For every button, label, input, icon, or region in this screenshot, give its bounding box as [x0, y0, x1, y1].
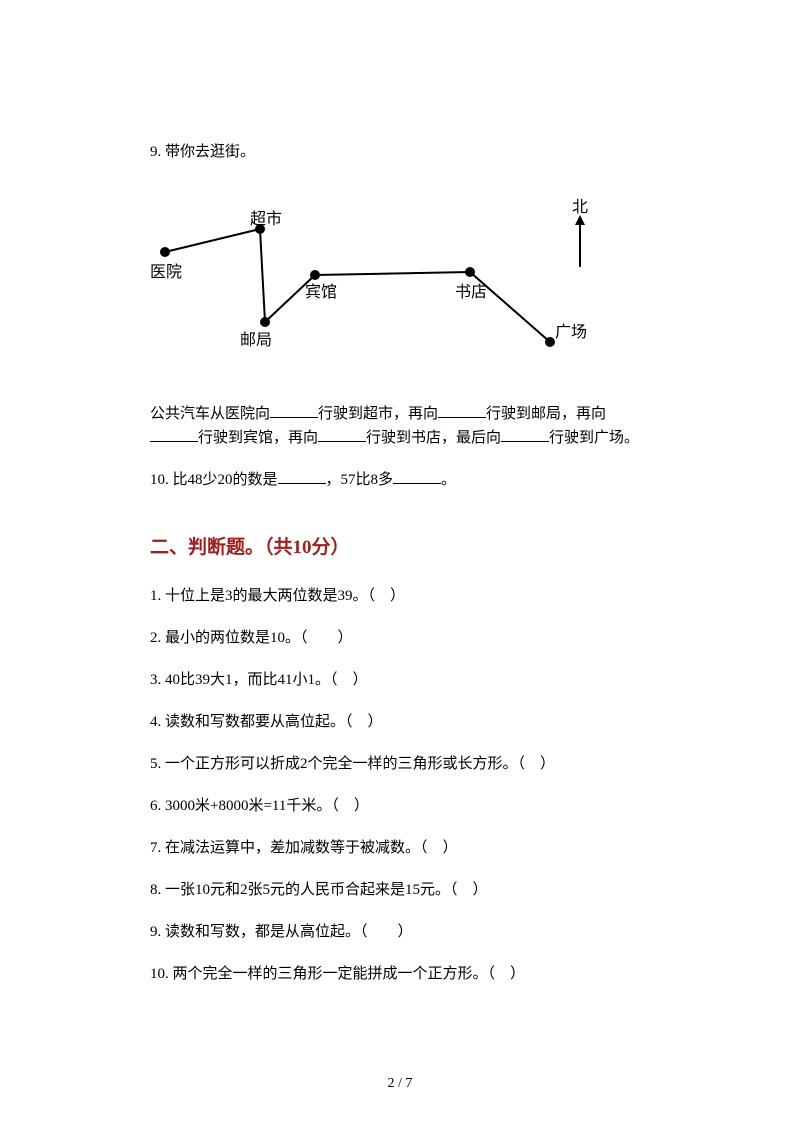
svg-text:医院: 医院 [150, 263, 182, 281]
blank [270, 403, 318, 418]
judge-item: 7. 在减法运算中，差加减数等于被减数。（ ） [150, 836, 650, 860]
judge-item: 9. 读数和写数，都是从高位起。（ ） [150, 920, 650, 944]
judge-item: 6. 3000米+8000米=11千米。（ ） [150, 794, 650, 818]
blank [438, 403, 486, 418]
q9-sentence: 公共汽车从医院向行驶到超市，再向行驶到邮局，再向行驶到宾馆，再向行驶到书店，最后… [150, 402, 650, 450]
page-content: 9. 带你去逛街。 医院 超市邮局 宾馆 书店广场 北 公共汽车从医院向行驶到超市，再向… [0, 0, 800, 1064]
judge-item: 4. 读数和写数都要从高位起。（ ） [150, 710, 650, 734]
svg-text:宾馆: 宾馆 [305, 283, 337, 301]
svg-text:北: 北 [572, 198, 588, 216]
svg-text:超市: 超市 [250, 210, 282, 228]
blank [501, 427, 549, 442]
q9-diagram: 医院 超市邮局 宾馆 书店广场 北 [150, 192, 630, 372]
q10-text: 10. 比48少20的数是，57比8多。 [150, 468, 650, 492]
blank [318, 427, 366, 442]
svg-text:广场: 广场 [555, 323, 587, 341]
blank [150, 427, 198, 442]
judge-item: 10. 两个完全一样的三角形一定能拼成一个正方形。（ ） [150, 962, 650, 986]
svg-text:书店: 书店 [455, 283, 487, 301]
judge-item: 5. 一个正方形可以折成2个完全一样的三角形或长方形。（ ） [150, 752, 650, 776]
judge-item: 3. 40比39大1，而比41小1。（ ） [150, 668, 650, 692]
svg-text:邮局: 邮局 [240, 331, 272, 349]
judge-item: 2. 最小的两位数是10。（ ） [150, 626, 650, 650]
judge-item: 1. 十位上是3的最大两位数是39。（ ） [150, 584, 650, 608]
judge-item: 8. 一张10元和2张5元的人民币合起来是15元。（ ） [150, 878, 650, 902]
section2-title: 二、判断题。（共10分） [150, 532, 650, 559]
page-number: 2 / 7 [0, 1076, 800, 1092]
q9-label: 9. 带你去逛街。 [150, 140, 650, 164]
blank [393, 469, 441, 484]
section2-list: 1. 十位上是3的最大两位数是39。（ ） 2. 最小的两位数是10。（ ） 3. … [150, 584, 650, 986]
blank [278, 469, 326, 484]
